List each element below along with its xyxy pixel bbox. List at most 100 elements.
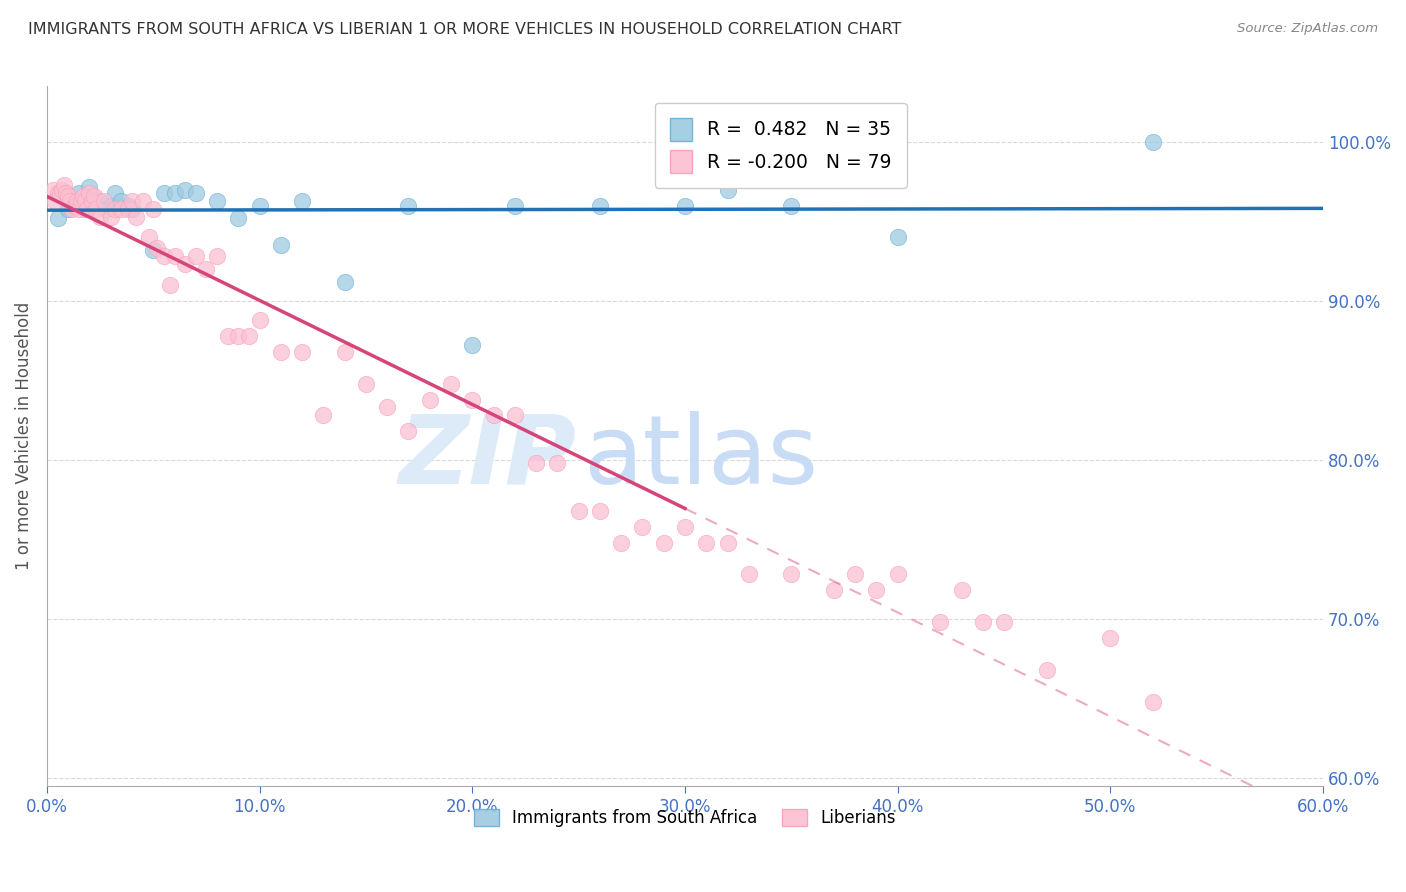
Point [238,329,260,343]
Point [249,198,271,212]
Point [117,202,139,216]
Point [72,189,94,203]
Point [110,202,132,216]
Point [482,409,505,423]
Point [354,376,377,391]
Point [1035,663,1057,677]
Point [121,202,143,216]
Point [110,194,132,208]
Point [153,186,176,200]
Point [84,202,107,216]
Point [440,376,463,391]
Point [738,567,761,582]
Point [461,392,484,407]
Point [228,211,250,226]
Point [67,202,90,216]
Text: atlas: atlas [583,410,818,504]
Point [138,230,160,244]
Point [461,338,484,352]
Point [100,198,122,212]
Point [270,344,292,359]
Point [163,186,186,200]
Point [146,242,169,256]
Point [104,186,127,200]
Point [780,567,803,582]
Point [67,186,90,200]
Point [631,519,654,533]
Point [652,535,675,549]
Text: IMMIGRANTS FROM SOUTH AFRICA VS LIBERIAN 1 OR MORE VEHICLES IN HOUSEHOLD CORRELA: IMMIGRANTS FROM SOUTH AFRICA VS LIBERIAN… [28,22,901,37]
Point [56,202,79,216]
Point [716,535,738,549]
Point [117,198,139,212]
Point [333,275,356,289]
Point [886,567,908,582]
Point [159,278,181,293]
Point [524,456,547,470]
Point [46,186,69,200]
Point [89,210,111,224]
Point [184,186,207,200]
Point [174,257,197,271]
Point [780,198,803,212]
Point [398,425,420,439]
Point [142,202,165,216]
Point [76,202,98,216]
Point [66,194,89,208]
Point [83,191,105,205]
Point [46,211,69,226]
Point [89,195,111,210]
Point [104,202,127,216]
Point [42,183,65,197]
Point [291,194,314,208]
Point [174,183,197,197]
Point [993,615,1015,629]
Point [291,344,314,359]
Point [419,392,441,407]
Point [163,249,186,263]
Point [546,456,568,470]
Point [503,198,526,212]
Point [48,186,70,200]
Point [270,238,292,252]
Point [62,202,84,216]
Point [886,230,908,244]
Point [93,194,115,208]
Point [217,329,239,343]
Point [610,535,633,549]
Point [52,186,75,200]
Text: Source: ZipAtlas.com: Source: ZipAtlas.com [1237,22,1378,36]
Point [1142,694,1164,708]
Point [63,198,86,212]
Point [312,409,335,423]
Point [59,194,82,208]
Point [70,194,93,208]
Point [929,615,952,629]
Point [131,194,153,208]
Point [121,194,143,208]
Point [844,567,866,582]
Point [673,519,696,533]
Point [100,210,122,224]
Point [205,194,228,208]
Point [125,210,148,224]
Point [972,615,994,629]
Point [950,583,973,598]
Point [56,189,79,203]
Point [865,583,887,598]
Point [375,401,398,415]
Point [205,249,228,263]
Point [716,183,738,197]
Point [568,504,591,518]
Point [184,249,207,263]
Point [52,178,75,192]
Point [823,583,845,598]
Point [589,504,612,518]
Point [503,409,526,423]
Point [142,243,165,257]
Text: ZIP: ZIP [399,410,576,504]
Point [673,198,696,212]
Point [96,202,118,216]
Legend: Immigrants from South Africa, Liberians: Immigrants from South Africa, Liberians [467,802,903,833]
Point [589,198,612,212]
